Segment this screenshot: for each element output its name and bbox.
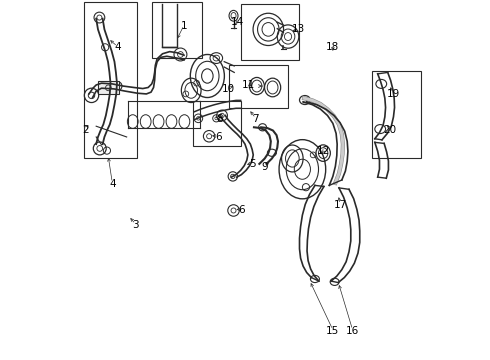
Text: 7: 7 [252,114,259,124]
Bar [98,81,119,94]
Text: 18: 18 [326,42,340,52]
Bar [84,3,137,158]
Text: 20: 20 [384,125,397,135]
Text: 13: 13 [292,24,305,35]
Text: 6: 6 [215,132,221,142]
Text: 2: 2 [82,125,89,135]
Text: 11: 11 [242,80,255,90]
Bar [152,3,202,58]
Text: 9: 9 [261,162,268,172]
Text: 4: 4 [109,179,116,189]
Bar [242,4,299,60]
Text: 3: 3 [132,220,139,230]
Text: 5: 5 [249,159,255,169]
Text: 8: 8 [217,114,223,124]
Text: 16: 16 [346,325,359,336]
Text: 4: 4 [114,42,121,52]
Bar [193,101,242,146]
Text: 15: 15 [326,325,340,336]
Text: 14: 14 [231,17,245,27]
Text: 6: 6 [238,206,245,216]
Text: 1: 1 [181,21,187,31]
Bar [372,71,421,158]
Bar [229,65,288,108]
Text: 12: 12 [317,146,331,156]
Text: 10: 10 [222,84,235,94]
Text: 17: 17 [333,200,346,210]
Text: 19: 19 [387,89,400,99]
